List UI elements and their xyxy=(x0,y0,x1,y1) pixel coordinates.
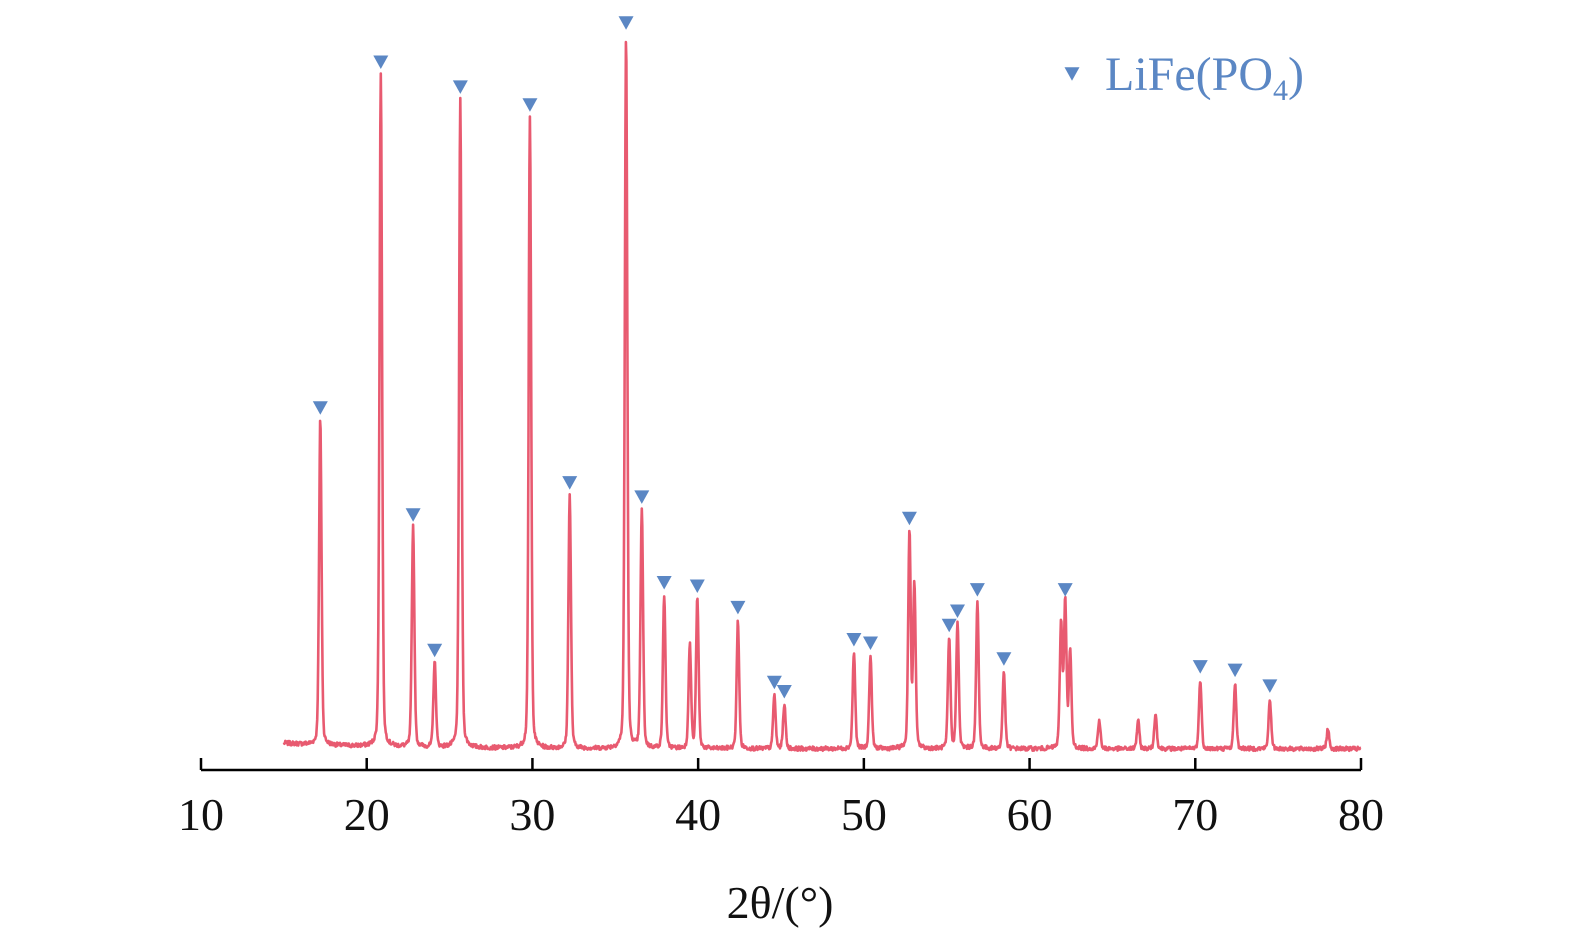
x-tick-label: 20 xyxy=(344,789,390,840)
legend: LiFe(PO4) xyxy=(1064,48,1304,107)
peak-marker-icon xyxy=(452,80,468,94)
plot-area xyxy=(282,40,1362,753)
peak-marker-icon xyxy=(862,636,878,651)
peak-marker-icon xyxy=(1057,583,1073,597)
peak-marker-icon xyxy=(1262,679,1278,693)
peak-marker-icon xyxy=(846,632,862,647)
peak-marker-icon xyxy=(618,16,634,30)
peak-marker-icon xyxy=(689,579,705,594)
peak-marker-icon xyxy=(766,675,782,690)
x-tick-label: 40 xyxy=(675,789,721,840)
x-tick-label: 10 xyxy=(178,789,224,840)
x-tick-label: 50 xyxy=(841,789,887,840)
peak-marker-icon xyxy=(949,604,965,618)
peak-marker-icon xyxy=(1227,663,1243,678)
x-tick-label: 80 xyxy=(1338,789,1384,840)
x-axis-title: 2θ/(°) xyxy=(727,877,834,928)
peak-marker-icon xyxy=(901,511,917,526)
x-tick-label: 70 xyxy=(1172,789,1218,840)
peak-marker-icon xyxy=(405,508,421,522)
x-axis: 10 20 30 40 50 60 70 80 xyxy=(178,758,1384,840)
peak-marker-icon xyxy=(312,401,328,415)
x-tick-label: 30 xyxy=(509,789,555,840)
series-line-lifepo4 xyxy=(282,40,1362,753)
peak-marker-icon xyxy=(522,98,538,112)
peak-marker-icon xyxy=(730,600,746,615)
x-tick-label: 60 xyxy=(1007,789,1053,840)
peak-marker-icon xyxy=(941,618,957,633)
peak-marker-icon xyxy=(373,55,389,69)
peak-marker-icon xyxy=(656,575,672,590)
peak-markers xyxy=(312,16,1278,699)
peak-marker-icon xyxy=(969,583,985,597)
peak-marker-icon xyxy=(1192,660,1208,674)
legend-label: LiFe(PO4) xyxy=(1105,48,1304,107)
peak-marker-icon xyxy=(996,652,1012,666)
legend-marker-icon xyxy=(1064,67,1080,81)
peak-marker-icon xyxy=(634,490,650,504)
peak-marker-icon xyxy=(427,643,443,658)
peak-marker-icon xyxy=(776,685,792,699)
peak-marker-icon xyxy=(562,476,578,490)
